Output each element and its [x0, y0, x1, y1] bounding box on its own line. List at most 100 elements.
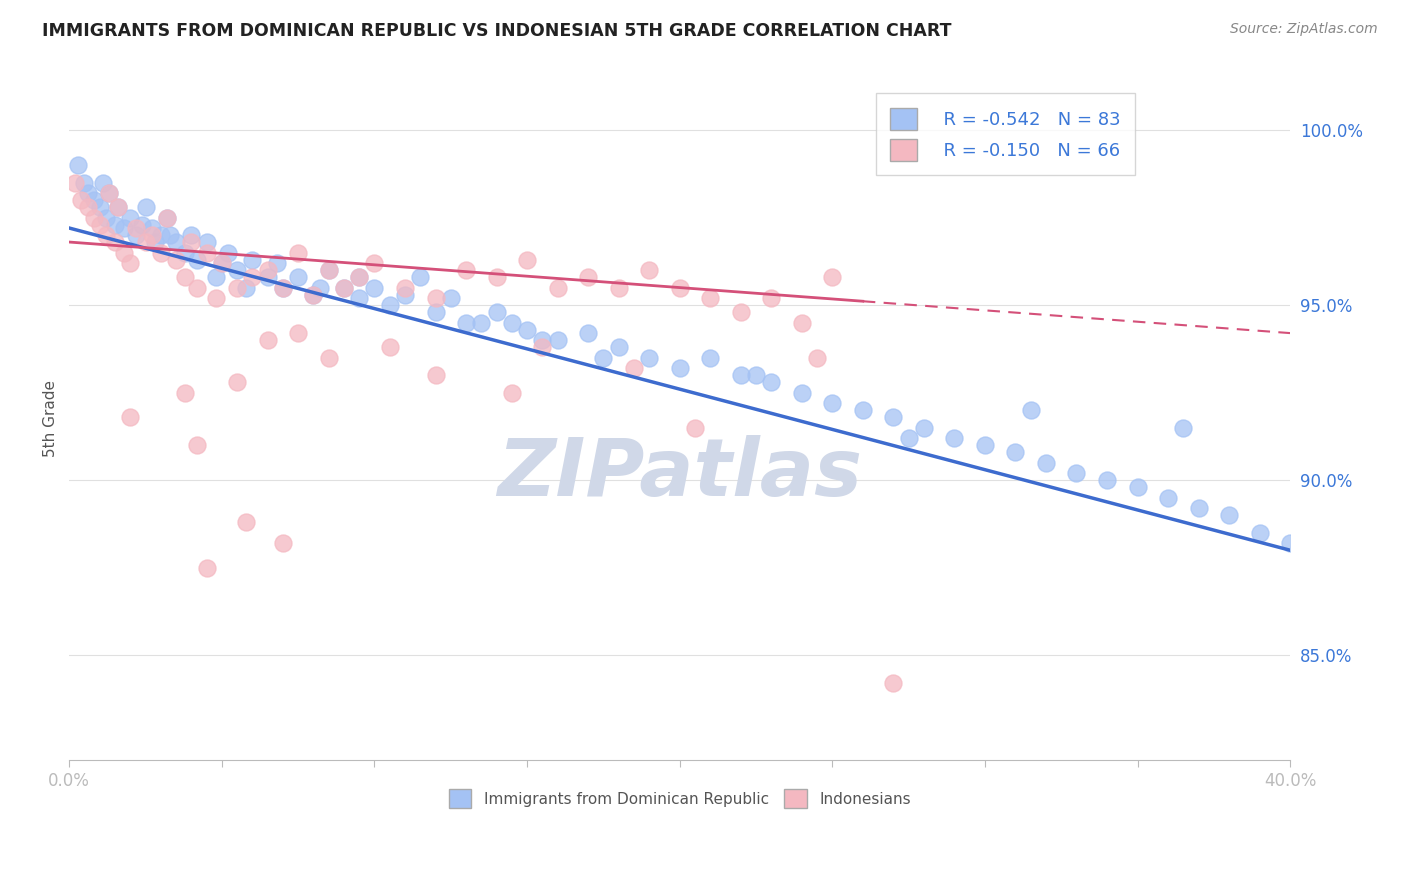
Point: [271, 536, 294, 550]
Point: [516, 252, 538, 267]
Point: [318, 263, 340, 277]
Point: [1004, 445, 1026, 459]
Point: [120, 410, 142, 425]
Point: [287, 270, 309, 285]
Point: [363, 256, 385, 270]
Point: [256, 263, 278, 277]
Point: [70, 193, 93, 207]
Point: [107, 200, 129, 214]
Point: [516, 323, 538, 337]
Point: [180, 235, 202, 249]
Point: [1187, 501, 1209, 516]
Point: [76, 200, 98, 214]
Point: [1035, 456, 1057, 470]
Point: [156, 211, 179, 225]
Point: [821, 270, 844, 285]
Point: [135, 200, 157, 214]
Point: [186, 438, 208, 452]
Point: [125, 228, 148, 243]
Point: [256, 270, 278, 285]
Point: [226, 375, 249, 389]
Point: [174, 270, 197, 285]
Point: [143, 235, 166, 249]
Point: [974, 438, 997, 452]
Point: [425, 305, 447, 319]
Point: [94, 211, 117, 225]
Point: [97, 186, 120, 200]
Point: [1279, 536, 1302, 550]
Point: [485, 270, 508, 285]
Point: [125, 221, 148, 235]
Point: [333, 280, 356, 294]
Point: [1126, 480, 1149, 494]
Point: [347, 291, 370, 305]
Point: [409, 270, 432, 285]
Point: [73, 176, 96, 190]
Point: [806, 351, 828, 365]
Point: [217, 245, 239, 260]
Point: [394, 287, 416, 301]
Point: [912, 420, 935, 434]
Point: [333, 280, 356, 294]
Point: [1173, 420, 1195, 434]
Point: [1066, 466, 1088, 480]
Point: [1019, 403, 1042, 417]
Point: [1218, 508, 1240, 523]
Point: [104, 218, 127, 232]
Point: [592, 351, 614, 365]
Point: [378, 340, 401, 354]
Point: [211, 256, 233, 270]
Point: [204, 291, 226, 305]
Point: [699, 291, 721, 305]
Point: [186, 280, 208, 294]
Point: [235, 515, 257, 529]
Point: [790, 316, 813, 330]
Point: [91, 176, 114, 190]
Point: [363, 280, 385, 294]
Point: [112, 221, 135, 235]
Point: [668, 280, 690, 294]
Point: [195, 235, 218, 249]
Point: [882, 676, 904, 690]
Point: [83, 211, 105, 225]
Point: [149, 245, 172, 260]
Point: [211, 256, 233, 270]
Point: [156, 211, 179, 225]
Point: [318, 351, 340, 365]
Point: [226, 263, 249, 277]
Point: [89, 200, 111, 214]
Point: [638, 351, 661, 365]
Point: [454, 263, 477, 277]
Point: [89, 218, 111, 232]
Point: [852, 403, 875, 417]
Point: [308, 280, 330, 294]
Point: [94, 228, 117, 243]
Point: [897, 431, 920, 445]
Point: [302, 287, 325, 301]
Point: [668, 361, 690, 376]
Point: [97, 186, 120, 200]
Point: [67, 158, 90, 172]
Point: [547, 333, 569, 347]
Point: [501, 385, 523, 400]
Point: [1095, 473, 1118, 487]
Point: [485, 305, 508, 319]
Point: [240, 270, 263, 285]
Y-axis label: 5th Grade: 5th Grade: [44, 380, 58, 458]
Point: [576, 270, 599, 285]
Point: [623, 361, 645, 376]
Point: [761, 375, 783, 389]
Point: [454, 316, 477, 330]
Point: [790, 385, 813, 400]
Point: [821, 396, 844, 410]
Text: Source: ZipAtlas.com: Source: ZipAtlas.com: [1230, 22, 1378, 37]
Point: [256, 333, 278, 347]
Point: [165, 235, 187, 249]
Point: [576, 326, 599, 340]
Point: [638, 263, 661, 277]
Point: [195, 245, 218, 260]
Point: [607, 340, 630, 354]
Point: [174, 245, 197, 260]
Point: [302, 287, 325, 301]
Point: [501, 316, 523, 330]
